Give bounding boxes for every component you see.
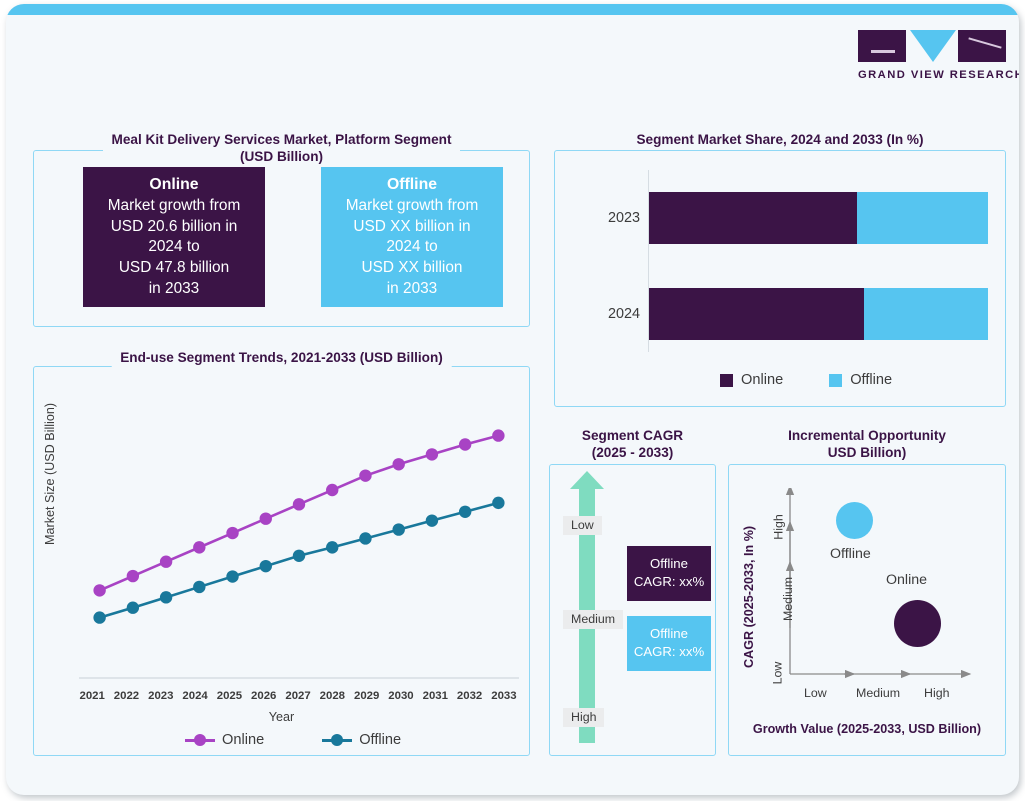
incremental-opportunity-panel: Incremental Opportunity USD Billion) CAG… [728, 428, 1006, 756]
opportunity-title-line2: USD Billion) [827, 444, 907, 460]
legend-line-marker-icon [322, 734, 353, 746]
opportunity-panel-title: Incremental Opportunity USD Billion) [779, 428, 955, 462]
share-panel-title: Segment Market Share, 2024 and 2033 (In … [627, 132, 933, 149]
segment-market-share-panel: Segment Market Share, 2024 and 2033 (In … [554, 132, 1006, 407]
card-body: Market growth from USD 20.6 billion in 2… [107, 197, 241, 297]
top-accent-bar [6, 4, 1019, 15]
opportunity-axes [785, 488, 972, 679]
platform-panel-title: Meal Kit Delivery Services Market, Platf… [102, 132, 461, 166]
share-segment-online [649, 192, 858, 244]
trend-x-tick: 2031 [422, 690, 448, 702]
legend-item-online: Online [185, 732, 264, 748]
opportunity-y-axis-label: CAGR (2025-2033, In %) [742, 525, 756, 668]
share-legend: Online Offline [720, 372, 892, 388]
platform-card-offline: Offline Market growth from USD XX billio… [321, 167, 503, 307]
trend-x-tick: 2029 [353, 690, 380, 702]
share-row-label: 2023 [607, 210, 640, 226]
share-chart-plot: 2023 2024 [600, 170, 988, 352]
trend-x-tick: 2024 [182, 690, 208, 702]
trend-x-tick: 2026 [251, 690, 277, 702]
legend-label: Online [222, 732, 265, 748]
legend-label: Online [741, 372, 784, 388]
opportunity-x-axis-label: Growth Value (2025-2033, USD Billion) [752, 722, 982, 736]
legend-swatch-icon [829, 373, 843, 387]
opportunity-y-tick-low: Low [770, 661, 785, 685]
share-segment-offline [864, 288, 988, 340]
logo-block-left [858, 30, 906, 62]
platform-card-online: Online Market growth from USD 20.6 billi… [83, 167, 265, 307]
legend-item-online: Online [720, 372, 783, 388]
trend-x-tick-labels: 2021 2022 2023 2024 2025 2026 2027 2028 2029 2030… [75, 690, 521, 702]
trend-x-tick: 2030 [388, 690, 414, 702]
trend-panel-title: End-use Segment Trends, 2021-2033 (USD B… [111, 350, 452, 367]
share-segment-offline [857, 192, 988, 244]
logo-triangle-icon [910, 30, 956, 62]
opportunity-bubble-label-online: Online [886, 572, 928, 588]
share-row-label: 2024 [607, 306, 640, 322]
card-heading: Offline [386, 176, 438, 193]
cagr-title-line1: Segment CAGR [581, 428, 684, 443]
card-body: Market growth from USD XX billion in 202… [345, 197, 479, 297]
cagr-box-primary: Offline CAGR: xx% [627, 546, 711, 601]
cagr-box-secondary: Offline CAGR: xx% [627, 616, 711, 671]
card-heading: Online [149, 176, 199, 193]
legend-item-offline: Offline [829, 372, 892, 388]
panel-border [728, 464, 1006, 756]
grand-view-research-logo: GRAND VIEW RESEARCH [858, 28, 1019, 84]
opportunity-y-tick-medium: Medium [781, 576, 796, 622]
trend-x-tick: 2023 [148, 690, 174, 702]
legend-label: Offline [850, 372, 893, 388]
trend-line-chart [79, 429, 519, 679]
trend-x-tick: 2033 [491, 690, 517, 702]
trend-x-axis-label: Year [268, 710, 295, 724]
share-axis-line [648, 170, 650, 352]
legend-label: Offline [359, 732, 402, 748]
panel-border [554, 150, 1006, 407]
opportunity-x-tick-high: High [924, 686, 950, 700]
opportunity-x-tick-low: Low [804, 686, 827, 700]
legend-item-offline: Offline [322, 732, 401, 748]
platform-title-line2: (USD Billion) [239, 148, 324, 164]
share-bar-row: 2024 [600, 288, 988, 340]
share-bar-track [648, 192, 988, 244]
cagr-title-line2: (2025 - 2033) [591, 444, 674, 460]
opportunity-bubble-offline [836, 502, 873, 539]
trend-x-tick: 2028 [319, 690, 346, 702]
cagr-panel-title: Segment CAGR (2025 - 2033) [572, 428, 693, 462]
platform-title-line1: Meal Kit Delivery Services Market, Platf… [111, 132, 452, 147]
opportunity-y-tick-high: High [771, 514, 786, 540]
share-bar-row: 2023 [600, 192, 988, 244]
opportunity-title-line1: Incremental Opportunity [788, 428, 946, 443]
platform-segment-panel: Meal Kit Delivery Services Market, Platf… [33, 132, 530, 327]
cagr-scale-tick-medium: Medium [563, 610, 624, 629]
segment-cagr-panel: Segment CAGR (2025 - 2033) Low Medium Hi… [549, 428, 716, 756]
panel-border [549, 464, 716, 756]
infographic-frame: GRAND VIEW RESEARCH Meal Kit Delivery Se… [6, 4, 1019, 795]
legend-swatch-icon [720, 373, 733, 387]
opportunity-bubble-online [894, 600, 941, 647]
trend-y-axis-label: Market Size (USD Billion) [43, 402, 57, 545]
opportunity-bubble-label-offline: Offline [830, 546, 871, 562]
end-use-trends-panel: End-use Segment Trends, 2021-2033 (USD B… [33, 350, 530, 756]
logo-marks [858, 28, 1006, 64]
trend-x-tick: 2032 [456, 690, 483, 702]
trend-x-tick: 2022 [113, 690, 140, 702]
opportunity-x-tick-medium: Medium [856, 686, 901, 700]
trend-x-tick: 2025 [216, 690, 243, 702]
share-segment-online [649, 288, 865, 340]
logo-wordmark: GRAND VIEW RESEARCH [858, 69, 1019, 81]
platform-cards: Online Market growth from USD 20.6 billi… [83, 167, 503, 307]
cagr-scale-tick-high: High [563, 708, 605, 727]
legend-line-marker-icon [185, 734, 215, 746]
logo-notch [871, 50, 895, 53]
trend-x-tick: 2027 [285, 690, 311, 702]
trend-legend: Online Offline [185, 732, 401, 748]
trend-x-tick: 2021 [79, 690, 105, 702]
share-bar-track [648, 288, 988, 340]
cagr-scale-tick-low: Low [563, 516, 602, 535]
opportunity-scatter-plot: High Medium Low Low Medium High Offline … [760, 488, 984, 714]
